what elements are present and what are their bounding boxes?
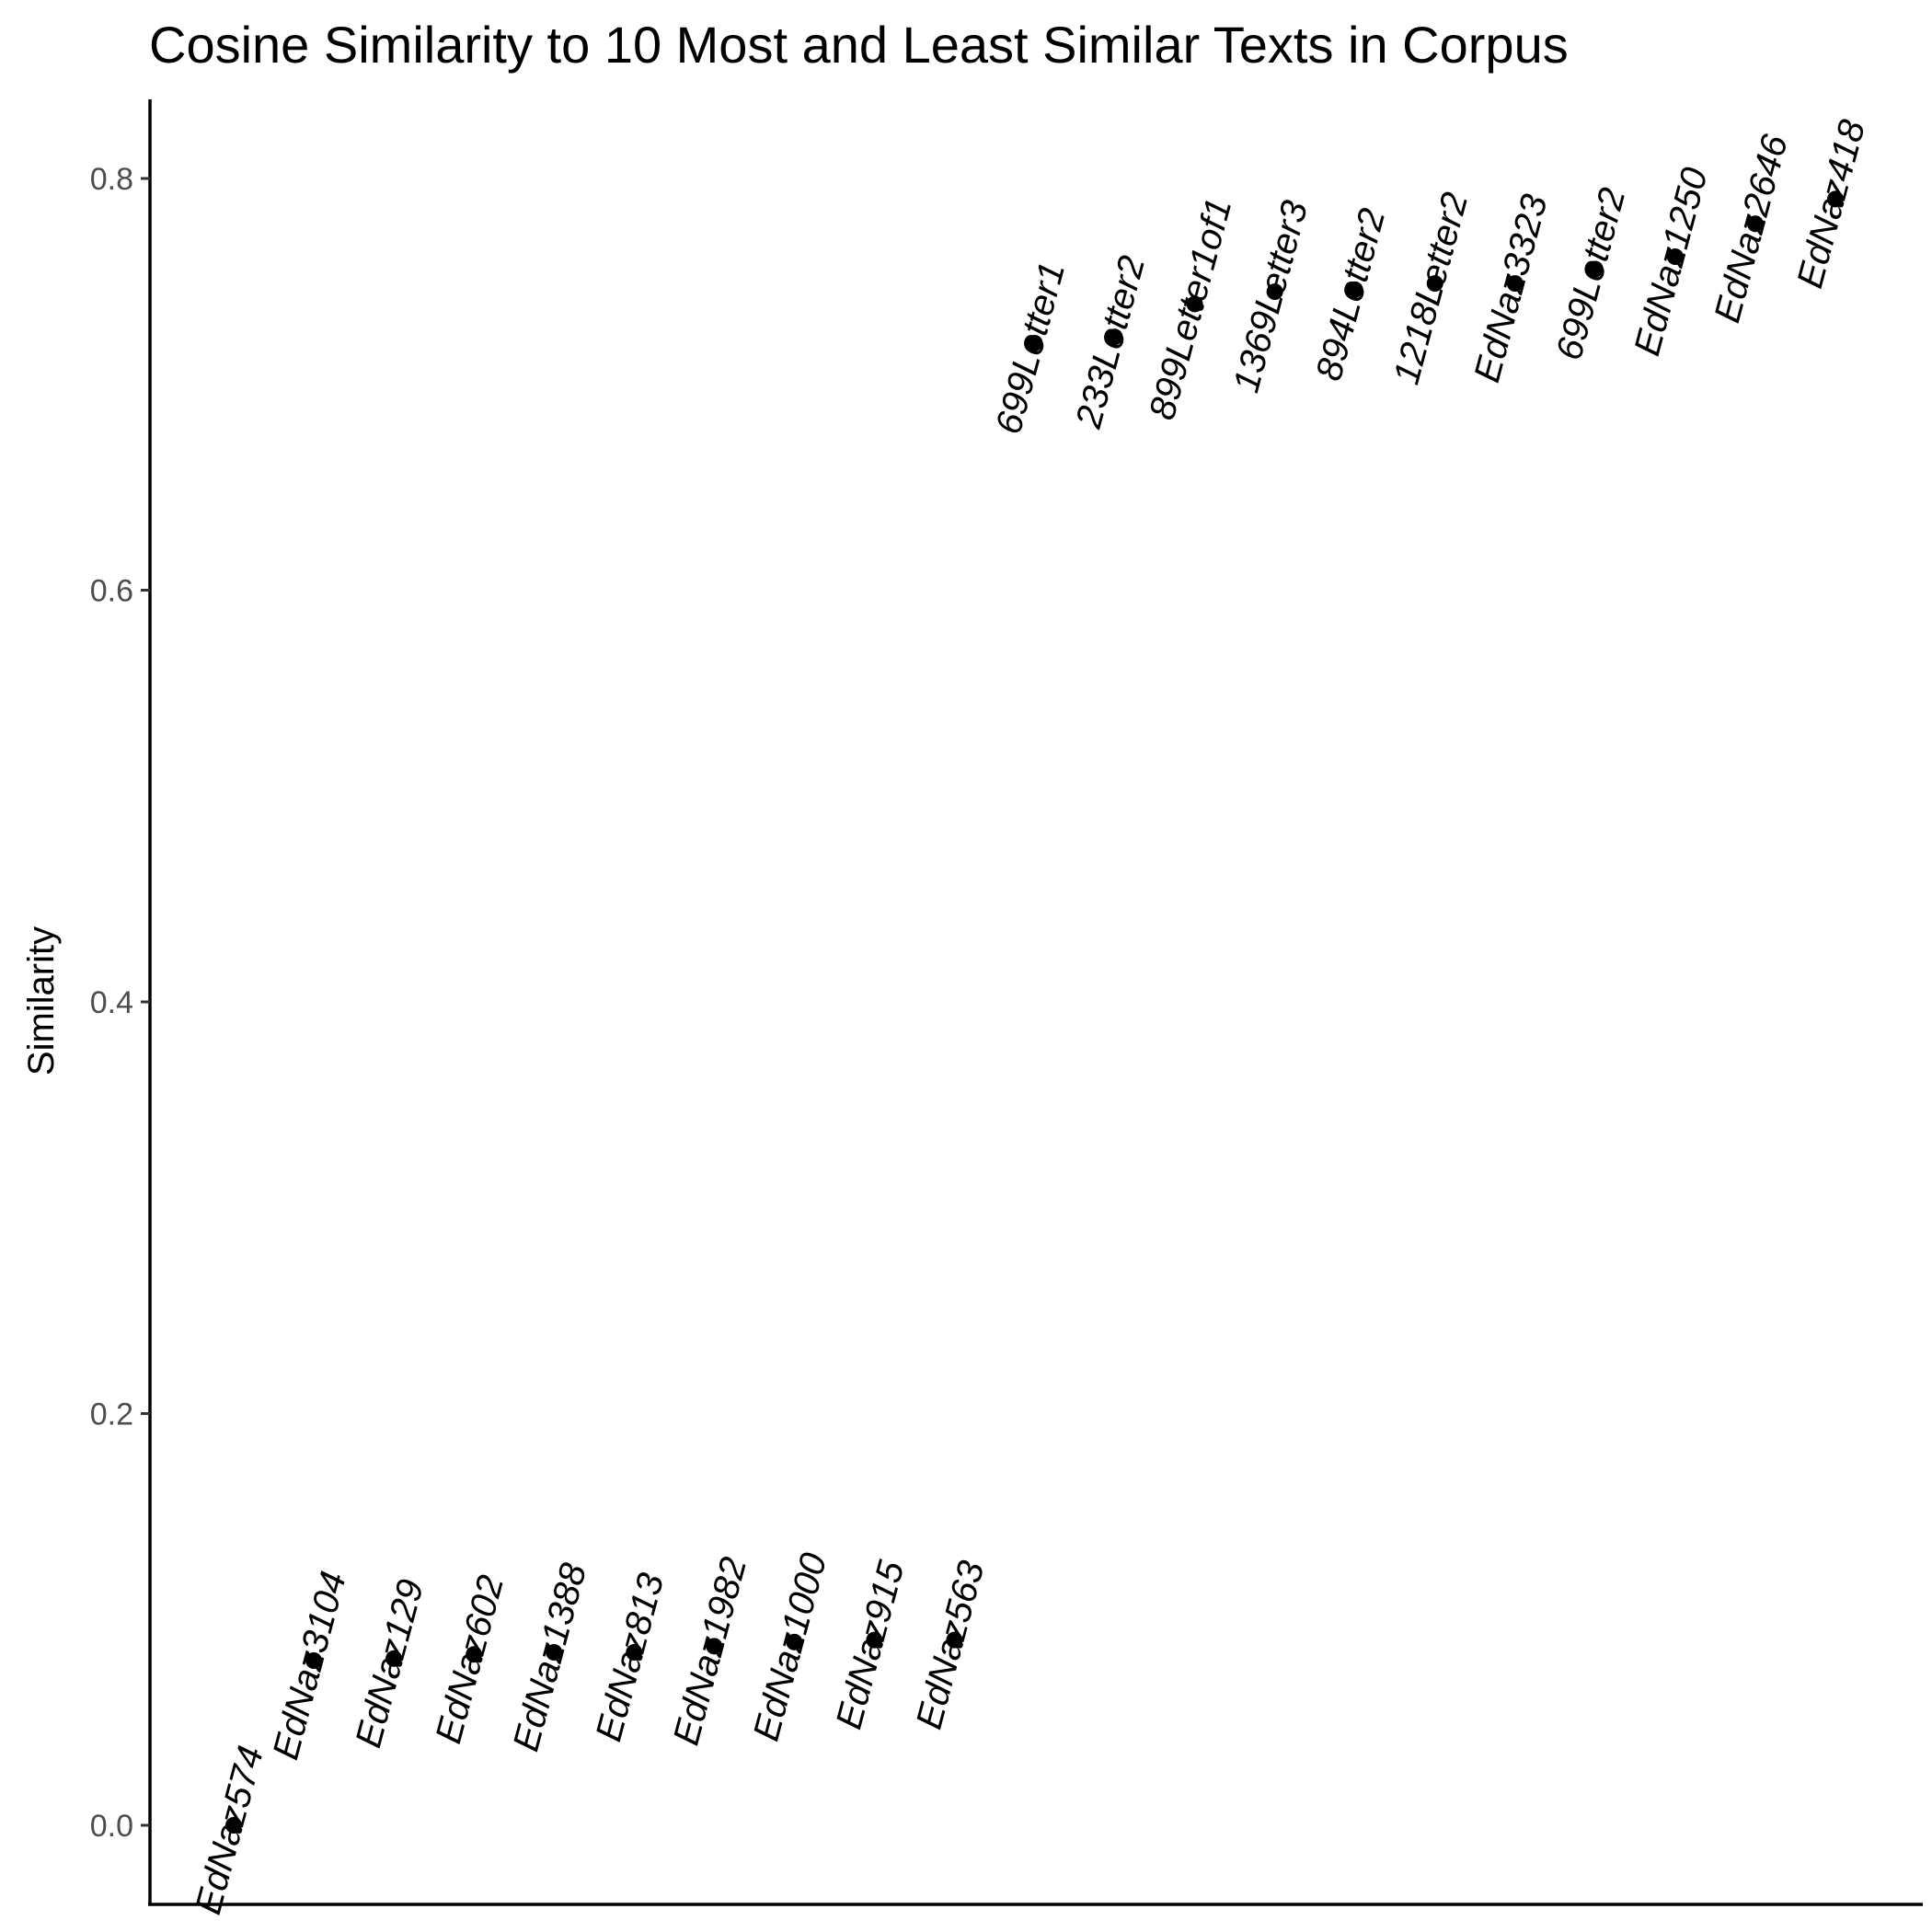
data-point bbox=[1026, 335, 1043, 351]
data-point bbox=[305, 1652, 323, 1669]
data-point bbox=[1586, 260, 1604, 278]
point-label: 699Letter2 bbox=[1548, 184, 1633, 364]
data-point bbox=[1746, 215, 1764, 233]
y-tick-label: 0.2 bbox=[90, 1397, 133, 1432]
data-point bbox=[1426, 275, 1443, 293]
point-label: 1218Letter2 bbox=[1386, 189, 1477, 389]
point-label: 899Letter1of1 bbox=[1142, 194, 1239, 424]
point-label: EdNaz915 bbox=[829, 1556, 913, 1733]
point-label: 1369Letter3 bbox=[1225, 197, 1316, 397]
y-tick-label: 0.0 bbox=[90, 1809, 133, 1844]
data-point bbox=[786, 1633, 803, 1650]
point-label: EdNaz129 bbox=[348, 1575, 431, 1752]
data-point bbox=[1106, 328, 1123, 346]
point-label: EdNaz602 bbox=[428, 1571, 512, 1748]
data-point bbox=[1346, 281, 1363, 298]
data-point bbox=[706, 1638, 723, 1655]
point-label: EdNaz574 bbox=[188, 1742, 271, 1918]
chart-title: Cosine Similarity to 10 Most and Least S… bbox=[149, 16, 1569, 74]
point-label: EdNaz1982 bbox=[666, 1553, 755, 1749]
data-point bbox=[225, 1817, 242, 1834]
data-point bbox=[626, 1644, 643, 1662]
data-points bbox=[225, 190, 1844, 1834]
point-label: EdNaz3104 bbox=[265, 1568, 354, 1764]
point-label: EdNaz563 bbox=[909, 1557, 993, 1733]
data-point bbox=[946, 1631, 963, 1649]
data-point bbox=[466, 1646, 483, 1663]
point-label: 894Letter2 bbox=[1308, 204, 1393, 385]
point-label: EdNaz1250 bbox=[1627, 164, 1716, 360]
y-axis-label: Similarity bbox=[21, 926, 62, 1075]
data-point bbox=[1506, 275, 1524, 293]
point-label: EdNaz2646 bbox=[1707, 130, 1796, 327]
point-label: EdNaz1388 bbox=[506, 1558, 595, 1755]
point-label: EdNaz1000 bbox=[746, 1549, 835, 1745]
y-tick-label: 0.6 bbox=[90, 574, 133, 609]
point-label: 699Letter1 bbox=[988, 258, 1073, 438]
data-point bbox=[1186, 295, 1203, 313]
data-point bbox=[866, 1631, 883, 1649]
point-label: EdNaz813 bbox=[588, 1570, 672, 1746]
data-point bbox=[546, 1644, 563, 1662]
point-label: 233Letter2 bbox=[1068, 252, 1153, 433]
y-ticks: 0.0 0.2 0.4 0.6 0.8 bbox=[90, 162, 150, 1844]
point-label: EdNaz418 bbox=[1789, 115, 1873, 293]
data-point bbox=[1666, 248, 1684, 266]
data-point bbox=[385, 1650, 403, 1667]
point-labels: EdNaz574EdNaz3104EdNaz129EdNaz602EdNaz13… bbox=[188, 115, 1873, 1918]
y-tick-label: 0.4 bbox=[90, 985, 133, 1020]
y-tick-label: 0.8 bbox=[90, 162, 133, 197]
data-point bbox=[1827, 190, 1844, 208]
point-label: EdNaz3323 bbox=[1466, 190, 1556, 386]
data-point bbox=[1266, 283, 1283, 301]
